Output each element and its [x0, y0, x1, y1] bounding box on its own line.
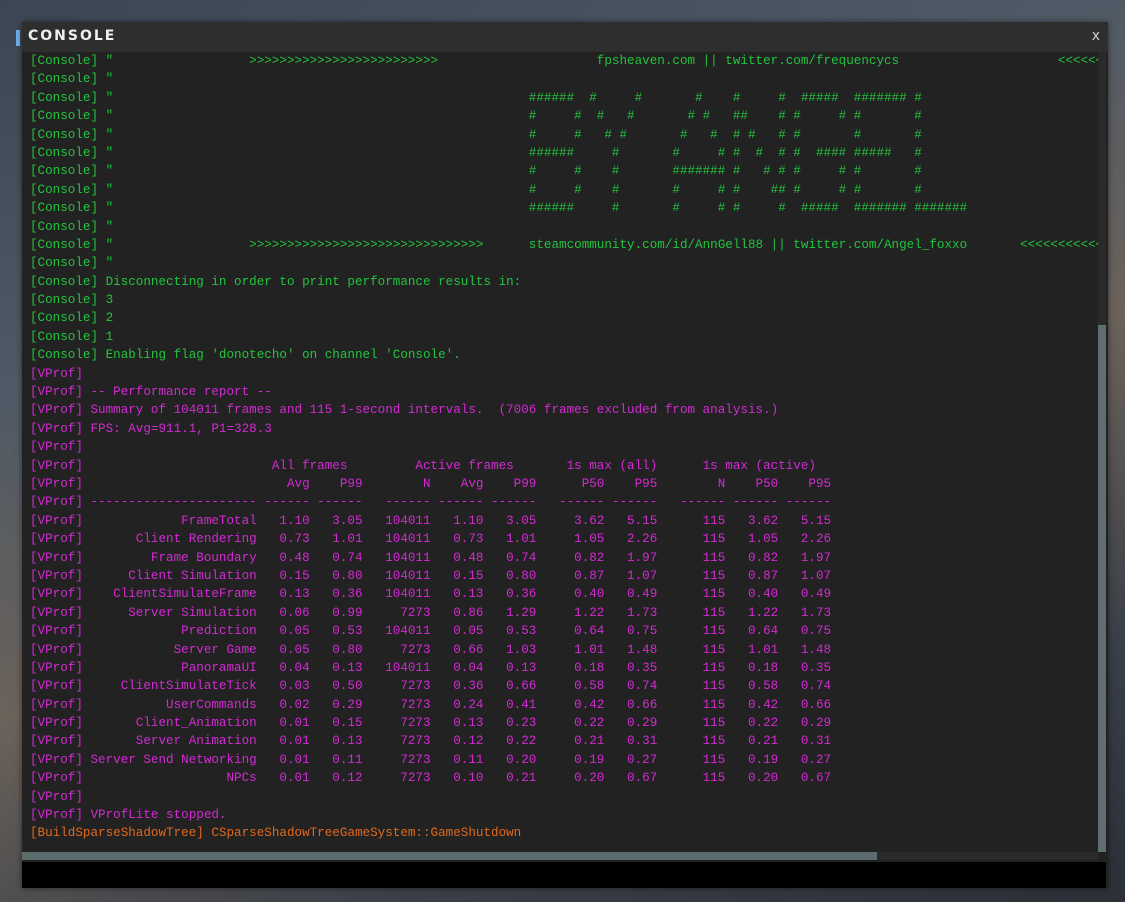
log-line: [Console] " >>>>>>>>>>>>>>>>>>>>>>>>>>>>… [30, 237, 1098, 252]
table-row: [VProf] PanoramaUI 0.04 0.13 104011 0.04… [30, 660, 832, 675]
close-icon[interactable]: x [1091, 28, 1100, 44]
log-line: [VProf] [30, 440, 83, 455]
command-input[interactable] [22, 862, 1106, 888]
table-column-header: [VProf] Avg P99 N Avg P99 P50 P95 N P50 … [30, 476, 832, 491]
window-title: CONSOLE [28, 28, 117, 44]
vertical-scrollbar-thumb[interactable] [1098, 325, 1106, 852]
log-line: [Console] 1 [30, 329, 114, 344]
vertical-scrollbar[interactable] [1098, 52, 1106, 852]
log-line: [VProf] Summary of 104011 frames and 115… [30, 403, 779, 418]
horizontal-scrollbar[interactable] [22, 852, 1098, 860]
console-window: CONSOLE x [Console] " >>>>>>>>>>>>>>>>>>… [22, 22, 1108, 888]
log-line: [VProf] -- Performance report -- [30, 385, 272, 400]
log-line: [Console] 3 [30, 293, 114, 308]
log-line: [Console] " [30, 72, 114, 87]
table-row: [VProf] Prediction 0.05 0.53 104011 0.05… [30, 624, 832, 639]
table-row: [VProf] Client Simulation 0.15 0.80 1040… [30, 568, 832, 583]
log-line: [Console] " [30, 256, 114, 271]
log-line: [Console] " ###### # # # # # ##### #####… [30, 90, 922, 105]
log-line: [Console] " # # # ####### # # # # # # # [30, 164, 922, 179]
table-row: [VProf] ClientSimulateTick 0.03 0.50 727… [30, 679, 832, 694]
table-row: [VProf] FrameTotal 1.10 3.05 104011 1.10… [30, 513, 832, 528]
table-divider: [VProf] ---------------------- ------ --… [30, 495, 832, 510]
horizontal-scrollbar-thumb[interactable] [22, 852, 877, 860]
log-line: [BuildSparseShadowTree] CSparseShadowTre… [30, 826, 522, 841]
console-brand-mark [16, 30, 20, 46]
log-line: [Console] 2 [30, 311, 114, 326]
table-group-header: [VProf] All frames Active frames 1s max … [30, 458, 816, 473]
log-line: [Console] " # # # # # # ## # # # # [30, 182, 922, 197]
table-row: [VProf] Server Game 0.05 0.80 7273 0.66 … [30, 642, 832, 657]
log-line: [VProf] [30, 366, 83, 381]
table-row: [VProf] UserCommands 0.02 0.29 7273 0.24… [30, 697, 832, 712]
table-row: [VProf] Frame Boundary 0.48 0.74 104011 … [30, 550, 832, 565]
log-line: [Console] " ###### # # # # # # # #### ##… [30, 145, 922, 160]
table-row: [VProf] ClientSimulateFrame 0.13 0.36 10… [30, 587, 832, 602]
table-row: [VProf] Server Send Networking 0.01 0.11… [30, 752, 832, 767]
log-line: [VProf] [30, 789, 83, 804]
table-row: [VProf] Server Simulation 0.06 0.99 7273… [30, 605, 832, 620]
console-log: [Console] " >>>>>>>>>>>>>>>>>>>>>>>>> fp… [22, 52, 1098, 852]
log-line: [Console] Disconnecting in order to prin… [30, 274, 522, 289]
log-line: [VProf] VProfLite stopped. [30, 808, 227, 823]
table-row: [VProf] Server Animation 0.01 0.13 7273 … [30, 734, 832, 749]
log-line: [Console] " # # # # # # ## # # # # # [30, 109, 922, 124]
table-row: [VProf] Client_Animation 0.01 0.15 7273 … [30, 716, 832, 731]
log-line: [Console] " >>>>>>>>>>>>>>>>>>>>>>>>> fp… [30, 54, 1098, 68]
table-row: [VProf] Client Rendering 0.73 1.01 10401… [30, 532, 832, 547]
table-row: [VProf] NPCs 0.01 0.12 7273 0.10 0.21 0.… [30, 771, 832, 786]
log-line: [Console] " [30, 219, 114, 234]
log-line: [Console] Enabling flag 'donotecho' on c… [30, 348, 461, 363]
title-bar[interactable]: CONSOLE x [22, 22, 1108, 52]
log-line: [VProf] FPS: Avg=911.1, P1=328.3 [30, 421, 272, 436]
log-line: [Console] " # # # # # # # # # # # # [30, 127, 922, 142]
log-line: [Console] " ###### # # # # # ##### #####… [30, 201, 968, 216]
